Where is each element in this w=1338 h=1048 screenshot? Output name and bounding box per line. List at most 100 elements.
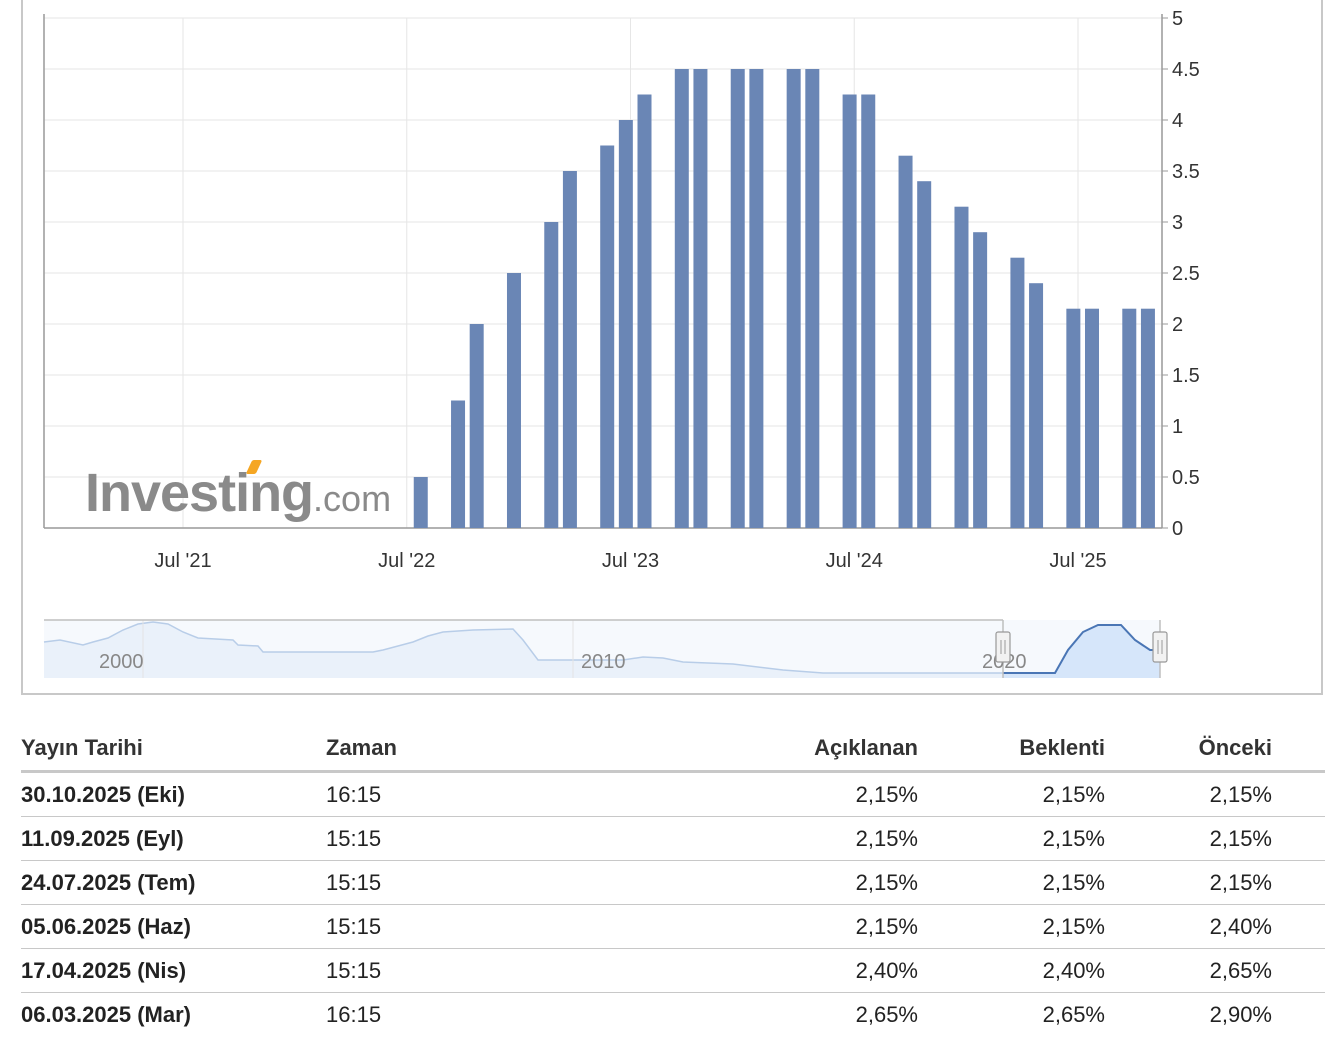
bar	[1122, 308, 1137, 528]
cell-date: 17.04.2025 (Nis)	[21, 948, 326, 993]
bar	[544, 222, 559, 528]
bar	[1010, 257, 1025, 528]
bar	[786, 69, 801, 528]
bar	[1029, 283, 1044, 528]
table-row: 17.04.2025 (Nis) 15:15 2,40% 2,40% 2,65%	[21, 948, 1325, 993]
y-tick-label: 4	[1172, 110, 1183, 132]
x-tick-label: Jul '23	[602, 550, 659, 572]
navigator-right-handle[interactable]	[1152, 631, 1168, 663]
bar	[469, 324, 484, 528]
x-tick-label: Jul '25	[1049, 550, 1106, 572]
cell-previous: 2,15%	[1105, 771, 1272, 817]
x-tick-label: Jul '22	[378, 550, 435, 572]
cell-forecast: 2,15%	[918, 904, 1105, 949]
cell-forecast: 2,15%	[918, 816, 1105, 861]
bar	[973, 232, 988, 528]
cell-forecast: 2,40%	[918, 948, 1105, 993]
cell-date: 06.03.2025 (Mar)	[21, 1001, 191, 1027]
cell-previous: 2,15%	[1105, 816, 1272, 861]
cell-date: 11.09.2025 (Eyl)	[21, 816, 326, 861]
navigator-label: 2000	[99, 651, 144, 673]
table-row: 05.06.2025 (Haz) 15:15 2,15% 2,15% 2,40%	[21, 904, 1325, 949]
y-tick-label: 3.5	[1172, 161, 1200, 183]
investing-logo: Investing.com	[85, 460, 391, 524]
cell-spacer	[1272, 948, 1325, 993]
header-previous[interactable]: Önceki	[1105, 726, 1272, 773]
bar	[600, 145, 615, 528]
range-navigator[interactable]: 200020102020	[23, 0, 1325, 695]
cell-actual: 2,65%	[855, 1001, 918, 1027]
cell-forecast: 2,15%	[918, 771, 1105, 817]
bar	[861, 94, 876, 528]
bar	[451, 400, 466, 528]
cell-actual: 2,15%	[656, 860, 918, 905]
table-row: 30.10.2025 (Eki) 16:15 2,15% 2,15% 2,15%	[21, 771, 1325, 817]
y-tick-label: 1	[1172, 416, 1183, 438]
history-table: Yayın Tarihi Zaman Açıklanan Beklenti Ön…	[21, 726, 1325, 1036]
cell-forecast: 2,15%	[918, 860, 1105, 905]
handle-body[interactable]	[1152, 631, 1168, 663]
bar	[413, 477, 428, 528]
y-tick-label: 0.5	[1172, 467, 1200, 489]
x-tick-label: Jul '21	[154, 550, 211, 572]
navigator-history-area	[44, 622, 1003, 678]
bar	[954, 206, 969, 528]
cell-time: 16:15	[326, 771, 656, 817]
header-date[interactable]: Yayın Tarihi	[21, 726, 326, 773]
header-forecast[interactable]: Beklenti	[918, 726, 1105, 773]
cell-date: 24.07.2025 (Tem)	[21, 860, 326, 905]
bar	[898, 155, 913, 528]
navigator-selection-area	[1003, 625, 1160, 678]
y-tick-label: 2	[1172, 314, 1183, 336]
handle-body[interactable]	[995, 631, 1011, 663]
table-row: 06.03.2025 (Mar) 16:15 2,65% 2,65% 2,90%	[21, 993, 1325, 1037]
cell-actual: 2,15%	[656, 816, 918, 861]
bar	[749, 69, 764, 528]
navigator-label: 2010	[581, 651, 626, 673]
cell-time: 15:15	[326, 860, 656, 905]
cell-actual: 2,40%	[656, 948, 918, 993]
table-row: 24.07.2025 (Tem) 15:15 2,15% 2,15% 2,15%	[21, 860, 1325, 905]
header-actual[interactable]: Açıklanan	[656, 726, 918, 773]
bar	[674, 69, 689, 528]
cell-spacer	[1272, 816, 1325, 861]
navigator-left-handle[interactable]	[995, 631, 1011, 663]
cell-spacer	[1272, 993, 1325, 1037]
bar	[1066, 308, 1081, 528]
y-tick-label: 4.5	[1172, 59, 1200, 81]
cell-spacer	[1272, 771, 1325, 817]
chart-container: 0 0.5 1 1.5 2 2.5 3 3.5 4 4.5 5 Jul '21 Jul '22 Jul '…	[21, 0, 1323, 695]
bar	[506, 273, 521, 528]
bar	[693, 69, 708, 528]
header-spacer	[1272, 726, 1325, 773]
table-row: 11.09.2025 (Eyl) 15:15 2,15% 2,15% 2,15%	[21, 816, 1325, 861]
bar	[917, 181, 932, 528]
cell-spacer	[1272, 904, 1325, 949]
bar	[1085, 308, 1099, 528]
cell-previous: 2,15%	[1105, 860, 1272, 905]
header-time[interactable]: Zaman	[326, 726, 656, 773]
bar	[730, 69, 745, 528]
cell-previous: 2,40%	[1105, 904, 1272, 949]
cell-previous: 2,90%	[1209, 1001, 1272, 1027]
bar	[805, 69, 820, 528]
cell-spacer	[1272, 860, 1325, 905]
cell-date: 05.06.2025 (Haz)	[21, 904, 326, 949]
cell-time: 16:15	[326, 1001, 382, 1027]
cell-time: 15:15	[326, 948, 656, 993]
y-tick-label: 3	[1172, 212, 1183, 234]
x-tick-label: Jul '24	[826, 550, 883, 572]
y-tick-label: 0	[1172, 518, 1183, 540]
bar	[562, 171, 577, 528]
bar-chart: 0 0.5 1 1.5 2 2.5 3 3.5 4 4.5 5 Jul '21 Jul '22 Jul '…	[43, 8, 1200, 572]
cell-time: 15:15	[326, 904, 656, 949]
cell-actual: 2,15%	[656, 771, 918, 817]
y-tick-label: 5	[1172, 8, 1183, 30]
bar	[842, 94, 857, 528]
cell-date: 30.10.2025 (Eki)	[21, 771, 326, 817]
cell-previous: 2,65%	[1105, 948, 1272, 993]
table-header-row: Yayın Tarihi Zaman Açıklanan Beklenti Ön…	[21, 726, 1325, 773]
bar	[618, 120, 633, 528]
y-tick-label: 1.5	[1172, 365, 1200, 387]
cell-time: 15:15	[326, 816, 656, 861]
